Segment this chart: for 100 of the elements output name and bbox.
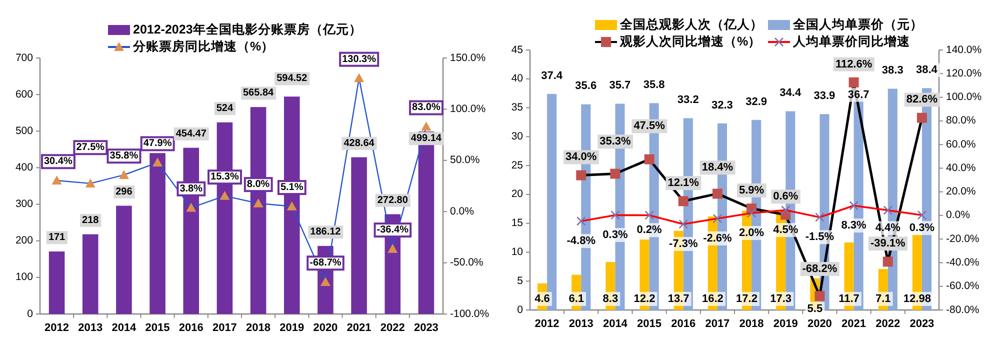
point	[814, 291, 825, 302]
data-label: 3.8%	[180, 183, 203, 194]
data-label: 428.64	[344, 138, 375, 149]
x-tick-label: 2018	[739, 318, 764, 330]
legend-label: 观影人次同比增速（%）	[619, 34, 762, 48]
data-label: 18.4%	[702, 162, 734, 174]
point	[388, 244, 398, 253]
y2-tick-label: 140.0%	[946, 44, 982, 56]
data-label: 17.3	[770, 292, 792, 305]
data-label: 35.7	[609, 80, 631, 92]
data-label: 35.8%	[110, 150, 138, 162]
y2-tick-label: -50.0%	[450, 256, 484, 269]
point	[883, 206, 893, 215]
data-label: 296	[116, 186, 133, 198]
y2-tick-label: 100.0%	[450, 102, 486, 115]
data-label: 454.47	[176, 128, 207, 140]
y-tick-label: 500	[15, 124, 34, 137]
point	[85, 178, 96, 188]
x-tick-label: 2016	[178, 322, 204, 334]
data-label: 35.3%	[600, 136, 632, 148]
data-label: 13.7	[668, 292, 690, 305]
point	[678, 196, 688, 206]
x-tick-label: 2021	[842, 318, 866, 330]
point	[253, 198, 264, 208]
x-tick-label: 2020	[807, 318, 832, 330]
bar	[116, 206, 132, 314]
y2-tick-label: -100.0%	[450, 308, 490, 320]
data-label: 33.2	[677, 94, 699, 106]
data-label: 5.5	[807, 302, 823, 315]
data-label: 186.12	[310, 226, 342, 238]
point	[712, 214, 722, 224]
bar	[150, 153, 166, 314]
x-tick-label: 2017	[212, 322, 237, 334]
data-label: 32.3	[712, 99, 733, 112]
data-label: 16.2	[702, 292, 724, 305]
y2-tick-label: -60.0%	[946, 280, 980, 292]
x-tick-label: 2014	[602, 318, 628, 330]
x-tick-label: 2023	[910, 318, 934, 330]
y-tick-label: 30	[511, 130, 524, 142]
y2-tick-label: -80.0%	[946, 304, 980, 316]
data-label: 12.1%	[668, 177, 700, 190]
y2-tick-label: -20.0%	[946, 232, 980, 245]
y-tick-label: 10	[511, 246, 524, 258]
x-tick-label: 2022	[380, 322, 405, 334]
data-label: 0.6%	[773, 190, 798, 203]
point	[186, 202, 196, 212]
x-tick-label: 2020	[313, 322, 338, 334]
y2-tick-label: 120.0%	[946, 67, 982, 80]
point	[644, 210, 654, 220]
point	[916, 112, 927, 123]
x-tick-label: 2022	[876, 318, 900, 330]
y2-tick-label: 20.0%	[946, 186, 976, 198]
y2-tick-label: 0.0%	[450, 205, 474, 218]
data-label: 32.9	[746, 96, 768, 108]
data-label: 0.3%	[602, 229, 628, 242]
x-tick-label: 2015	[145, 322, 170, 334]
x-tick-label: 2013	[78, 322, 103, 334]
y-tick-label: 0	[27, 308, 34, 320]
data-label: -36.4%	[376, 224, 409, 236]
y-tick-label: 0	[517, 304, 524, 316]
y2-tick-label: -40.0%	[946, 256, 980, 269]
data-label: 27.5%	[76, 142, 105, 154]
data-label: 0.3%	[909, 222, 935, 234]
y2-tick-label: 60.0%	[946, 138, 976, 150]
point	[220, 190, 230, 200]
point	[882, 256, 893, 267]
data-label: -68.7%	[310, 258, 342, 269]
data-label: 11.7	[838, 292, 860, 305]
x-tick-label: 2012	[44, 322, 70, 334]
data-label: 112.6%	[835, 58, 872, 70]
y-tick-label: 100	[15, 271, 34, 284]
data-label: 4.5%	[773, 224, 798, 236]
x-tick-label: 2015	[637, 318, 662, 330]
data-label: 5.9%	[739, 184, 764, 196]
data-label: 171	[48, 232, 66, 244]
x-tick-label: 2014	[112, 322, 138, 334]
data-label: 37.4	[541, 70, 564, 82]
data-label: 82.6%	[906, 94, 938, 106]
data-label: 524	[216, 103, 234, 114]
data-label: 5.1%	[280, 182, 304, 194]
y2-tick-label: 40.0%	[946, 162, 976, 174]
point	[286, 201, 297, 210]
point	[780, 205, 790, 215]
data-label: 35.6	[575, 80, 597, 92]
y2-tick-label: 100.0%	[946, 91, 982, 104]
point	[152, 158, 163, 167]
point	[644, 154, 654, 164]
data-label: 499.14	[410, 133, 442, 144]
x-tick-label: 2017	[705, 318, 730, 330]
y-tick-label: 15	[511, 217, 524, 230]
data-label: 47.9%	[143, 138, 172, 150]
data-label: 34.0%	[566, 151, 597, 164]
data-label: 6.1	[568, 292, 584, 305]
data-label: 218	[82, 214, 100, 226]
y-tick-label: 5	[517, 274, 524, 287]
x-tick-label: 2021	[346, 322, 372, 334]
point	[610, 210, 620, 220]
data-label: -1.5%	[805, 231, 834, 244]
data-label: -68.2%	[802, 262, 838, 275]
data-label: -4.8%	[566, 235, 596, 248]
